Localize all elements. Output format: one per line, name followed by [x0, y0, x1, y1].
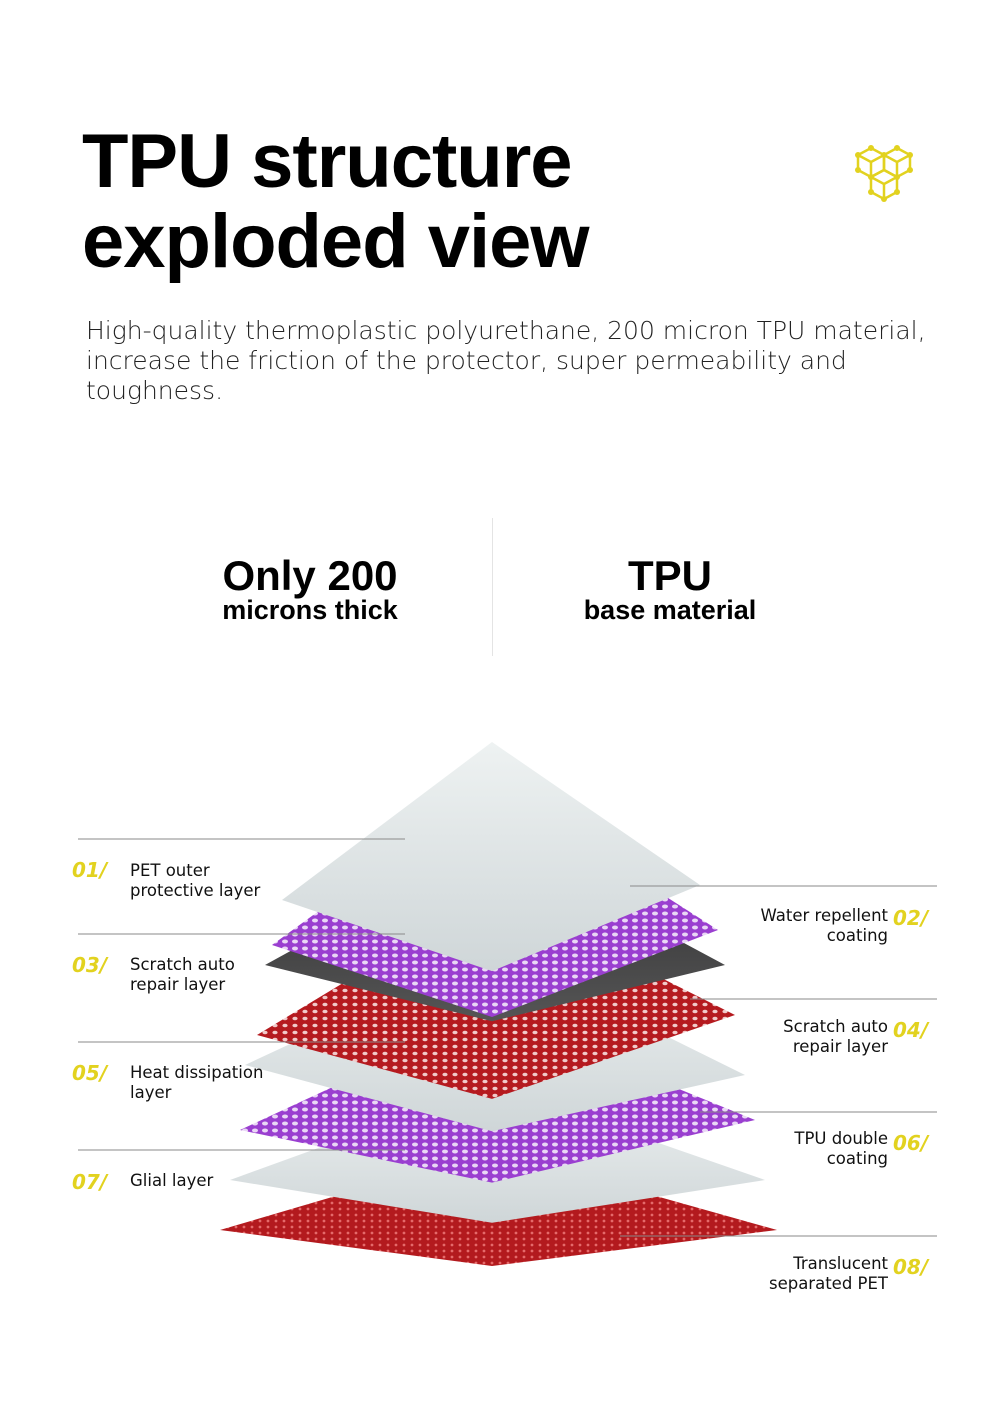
layer-label: Translucent separated PET	[768, 1254, 888, 1293]
layer-label: Scratch auto repair layer	[130, 955, 235, 994]
title-line-2: exploded view	[82, 199, 589, 284]
layer-number: 02/	[893, 906, 929, 930]
film-sheet	[282, 742, 700, 972]
layer-label: Heat dissipation layer	[130, 1063, 264, 1102]
stat-material: TPU base material	[560, 552, 780, 625]
layer-number: 03/	[72, 953, 108, 977]
stat-caption: microns thick	[222, 595, 398, 625]
stat-caption: base material	[583, 595, 757, 625]
layer-number: 06/	[893, 1131, 929, 1155]
title-line-1: TPU structure	[82, 119, 573, 204]
layer-label: Scratch auto repair layer	[783, 1017, 888, 1056]
layer-number: 07/	[72, 1170, 108, 1194]
layer-number: 08/	[893, 1255, 929, 1279]
divider	[492, 518, 493, 656]
stat-thickness: Only 200 microns thick	[200, 552, 420, 625]
layer-label: Glial layer	[130, 1171, 214, 1190]
layer-label: Water repellent coating	[760, 906, 888, 945]
page-title: TPU structure exploded view	[82, 122, 589, 282]
layer-label: TPU double coating	[794, 1129, 888, 1168]
stat-value: TPU	[628, 552, 712, 599]
layer-label: PET outer protective layer	[130, 861, 261, 900]
layer-number: 01/	[72, 858, 108, 882]
stat-value: Only 200	[222, 552, 398, 599]
description: High-quality thermoplastic polyurethane,…	[86, 316, 926, 405]
layer-number: 05/	[72, 1061, 108, 1085]
layer-number: 04/	[893, 1018, 929, 1042]
